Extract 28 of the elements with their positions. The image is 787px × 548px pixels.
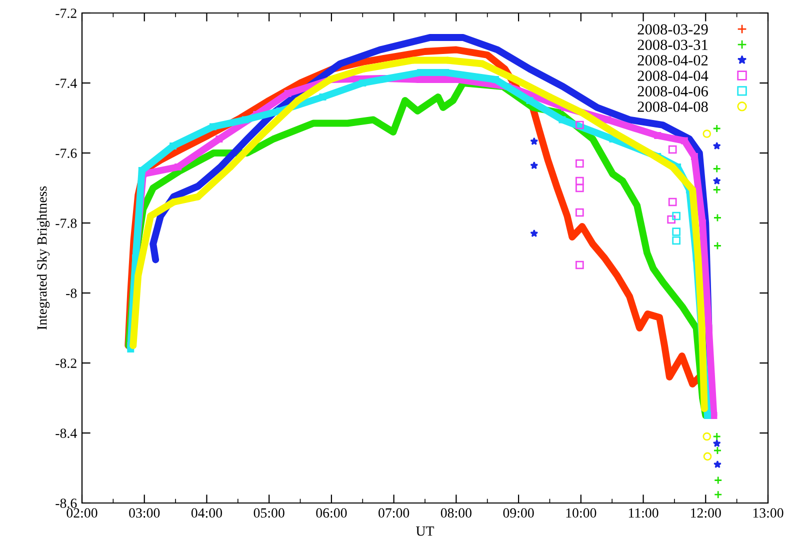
y-tick-label: -8.4 [56, 428, 77, 438]
y-tick-label: -8.2 [56, 358, 76, 368]
x-tick-label: 08:00 [440, 508, 472, 518]
x-tick-label: 02:00 [66, 508, 98, 518]
legend-label: 2008-04-02 [638, 55, 708, 66]
x-tick-label: 12:00 [691, 508, 721, 518]
x-tick-label: 04:00 [191, 508, 222, 518]
x-tick-label: 07:00 [378, 508, 410, 518]
y-tick-label: -8 [66, 288, 77, 298]
legend-label: 2008-04-08 [638, 102, 708, 112]
x-tick-label: 13:00 [753, 508, 784, 518]
x-tick-label: 11:00 [628, 508, 658, 518]
legend-label: 2008-04-06 [638, 86, 708, 96]
legend-label: 2008-04-04 [638, 70, 708, 81]
y-tick-label: -8.6 [56, 498, 77, 508]
y-tick-label: -7.6 [56, 148, 77, 158]
y-tick-label: -7.2 [56, 8, 76, 18]
y-tick-label: -7.4 [56, 78, 77, 88]
x-axis-title: UT [416, 526, 434, 536]
x-tick-label: 03:00 [129, 508, 160, 518]
x-tick-label: 10:00 [566, 508, 596, 518]
legend-label: 2008-03-31 [638, 40, 708, 50]
y-axis-title: Integrated Sky Brightness [36, 186, 50, 330]
x-tick-label: 06:00 [316, 508, 347, 518]
legend-label: 2008-03-29 [638, 24, 708, 35]
x-tick-label: 05:00 [254, 508, 284, 518]
y-tick-label: -7.8 [56, 218, 77, 228]
x-tick-label: 09:00 [503, 508, 534, 518]
